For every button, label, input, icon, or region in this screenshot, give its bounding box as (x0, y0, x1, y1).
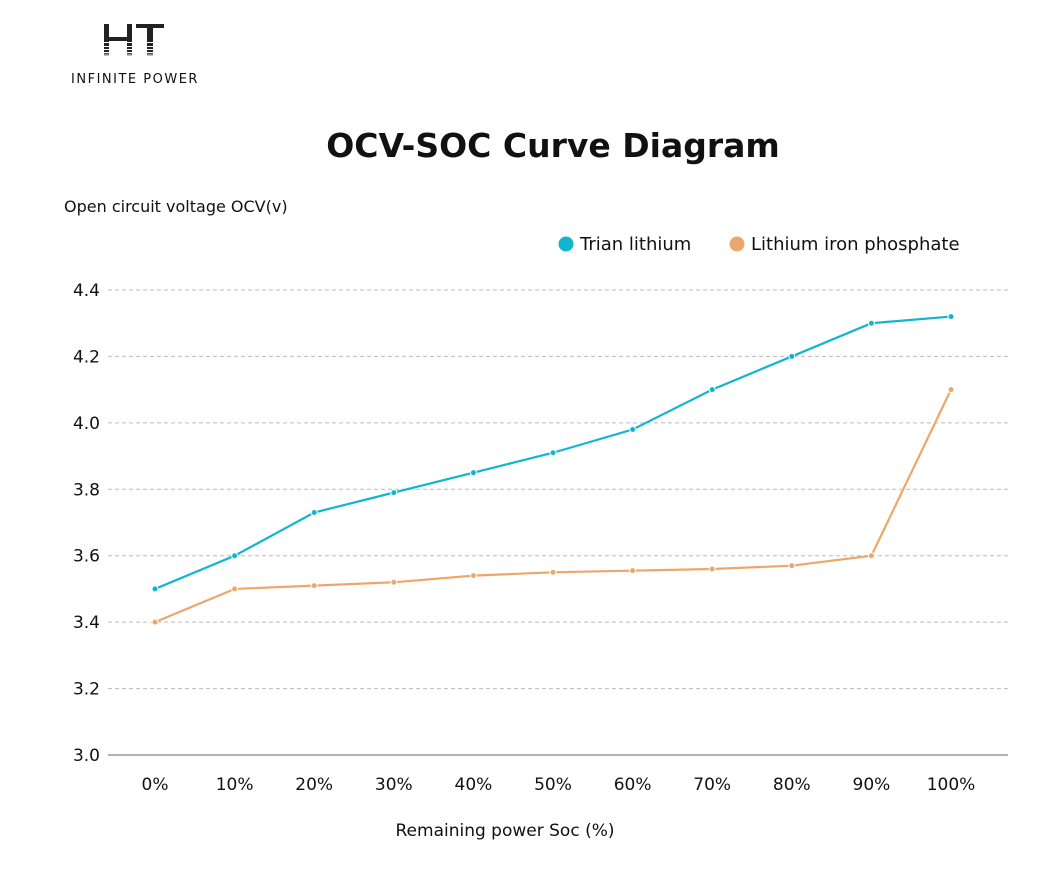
data-point (549, 449, 557, 457)
x-tick-label: 90% (853, 775, 891, 795)
y-tick-label: 3.2 (73, 680, 100, 700)
x-tick-label: 30% (375, 775, 413, 795)
x-tick-label: 0% (142, 775, 169, 795)
logo-mark (104, 24, 164, 56)
legend-label: Lithium iron phosphate (751, 234, 960, 255)
data-point (708, 386, 716, 394)
logo: INFINITE POWER (71, 24, 199, 87)
logo-tagline: INFINITE POWER (71, 72, 199, 87)
y-tick-label: 3.4 (73, 613, 100, 633)
chart-title: OCV-SOC Curve Diagram (326, 126, 780, 165)
y-axis-label: Open circuit voltage OCV(v) (64, 197, 288, 216)
x-tick-label: 60% (614, 775, 652, 795)
legend-marker (729, 236, 745, 252)
data-point (390, 489, 398, 497)
x-tick-label: 10% (216, 775, 254, 795)
y-tick-label: 4.0 (73, 414, 100, 434)
y-tick-label: 3.6 (73, 547, 100, 567)
x-tick-label: 50% (534, 775, 572, 795)
x-tick-label: 80% (773, 775, 811, 795)
data-point (867, 319, 875, 327)
data-point (549, 568, 557, 576)
x-ticks: 0% 10% 20% 30% 40% 50% 60% 70% 80% 90% 100% (142, 775, 976, 795)
data-point (867, 552, 875, 560)
data-point (469, 572, 477, 580)
y-tick-label: 3.8 (73, 480, 100, 500)
data-point (788, 352, 796, 360)
legend-label: Trian lithium (579, 234, 691, 255)
data-point (151, 585, 159, 593)
data-point (390, 578, 398, 586)
y-tick-label: 4.2 (73, 347, 100, 367)
legend-marker (558, 236, 574, 252)
x-tick-label: 70% (693, 775, 731, 795)
x-tick-label: 100% (927, 775, 976, 795)
y-tick-label: 4.4 (73, 281, 100, 301)
legend: Trian lithium Lithium iron phosphate (558, 234, 960, 255)
x-tick-label: 20% (295, 775, 333, 795)
data-point (947, 313, 955, 321)
data-point (231, 585, 239, 593)
data-point (231, 552, 239, 560)
data-point (708, 565, 716, 573)
data-point (629, 426, 637, 433)
x-axis-label: Remaining power Soc (%) (396, 821, 615, 841)
data-point (469, 469, 477, 477)
series (151, 313, 955, 626)
y-ticks: 3.0 3.2 3.4 3.6 3.8 4.0 4.2 4.4 (73, 281, 100, 766)
grid (108, 289, 1008, 690)
data-point (947, 386, 955, 394)
data-point (151, 618, 159, 626)
data-point (310, 582, 318, 590)
data-point (788, 562, 796, 570)
y-tick-label: 3.0 (73, 746, 100, 766)
series-line (154, 389, 952, 624)
data-point (310, 509, 318, 517)
x-tick-label: 40% (455, 775, 493, 795)
data-point (629, 567, 637, 575)
